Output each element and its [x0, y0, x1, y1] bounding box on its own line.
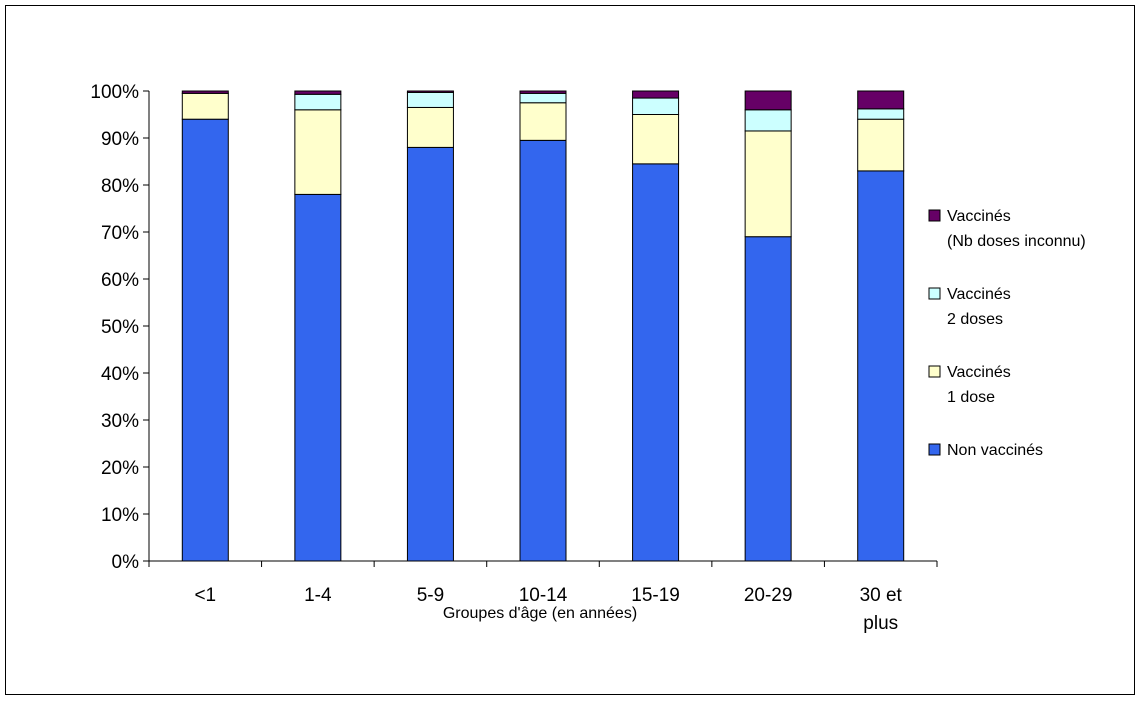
y-tick-label: 30%	[101, 411, 139, 432]
bar-segment-4-cat-5	[632, 90, 680, 99]
chart-frame: 0% 10% 20% 30% 40% 50% 60% 70% 80% 90% 100% <1 1-4 5…	[5, 5, 1135, 695]
bar-segment-2-cat-3	[406, 106, 454, 148]
bar-segment-2-cat-5	[632, 114, 680, 165]
x-axis-title: Groupes d'âge (en années)	[443, 605, 637, 622]
plot-area	[181, 90, 905, 562]
legend-swatch	[928, 365, 941, 378]
legend-label: Vaccinés 2 doses	[947, 286, 1011, 328]
bar-segment-3-cat-5	[632, 97, 680, 116]
bar-segment-2-cat-1	[181, 92, 229, 120]
y-tick-label: 80%	[101, 176, 139, 197]
y-tick-label: 60%	[101, 270, 139, 291]
y-axis: 0% 10% 20% 30% 40% 50% 60% 70% 80% 90% 100%	[90, 82, 150, 573]
y-tick-label: 0%	[112, 552, 140, 573]
bar-segment-4-cat-3	[406, 90, 454, 93]
x-axis: <1 1-4 5-9 10-14 15-19 20-29 30 et plus	[148, 560, 938, 634]
x-category-label: 20-29	[744, 585, 793, 606]
bar-segment-4-cat-1	[181, 90, 229, 94]
legend-label: Vaccinés (Nb doses inconnu)	[947, 208, 1086, 250]
bar-segment-1-cat-1	[181, 118, 229, 562]
legend-label: Vaccinés 1 dose	[947, 364, 1011, 406]
x-category-label: 15-19	[631, 585, 680, 606]
bar-segment-1-cat-5	[632, 163, 680, 562]
y-tick-label: 40%	[101, 364, 139, 385]
x-category-label: <1	[194, 585, 216, 606]
bar-segment-1-cat-2	[294, 193, 342, 562]
x-category-label: 30 et plus	[860, 585, 903, 634]
y-tick-label: 70%	[101, 223, 139, 244]
bar-segment-3-cat-7	[857, 108, 905, 120]
bar-segment-1-cat-4	[519, 139, 567, 562]
bar-segment-4-cat-7	[857, 90, 905, 110]
bar-segment-2-cat-4	[519, 102, 567, 141]
bar-segment-2-cat-6	[744, 130, 792, 238]
x-category-label: 1-4	[304, 585, 332, 606]
bar-segment-4-cat-2	[294, 90, 342, 95]
stacked-bar-chart: 0% 10% 20% 30% 40% 50% 60% 70% 80% 90% 100% <1 1-4 5…	[90, 82, 1086, 634]
legend-swatch	[928, 287, 941, 300]
legend-swatch	[928, 209, 941, 222]
y-tick-label: 90%	[101, 129, 139, 150]
x-category-label: 5-9	[417, 585, 444, 606]
bar-segment-3-cat-6	[744, 109, 792, 132]
y-tick-label: 50%	[101, 317, 139, 338]
bar-segment-4-cat-4	[519, 90, 567, 94]
legend-swatch	[928, 443, 941, 456]
y-tick-label: 10%	[101, 505, 139, 526]
y-tick-label: 100%	[90, 82, 139, 103]
bar-segment-1-cat-3	[406, 146, 454, 562]
bar-segment-1-cat-7	[857, 170, 905, 562]
bar-segment-4-cat-6	[744, 90, 792, 111]
legend: Vaccinés (Nb doses inconnu) Vaccinés 2 dose…	[928, 208, 1086, 459]
y-tick-label: 20%	[101, 458, 139, 479]
bar-segment-3-cat-4	[519, 92, 567, 104]
x-category-label: 10-14	[519, 585, 568, 606]
bar-segment-3-cat-2	[294, 93, 342, 111]
bar-segment-1-cat-6	[744, 236, 792, 562]
bar-segment-2-cat-2	[294, 109, 342, 195]
bar-segment-2-cat-7	[857, 118, 905, 172]
legend-label: Non vaccinés	[947, 442, 1043, 459]
bar-segment-3-cat-3	[406, 91, 454, 108]
